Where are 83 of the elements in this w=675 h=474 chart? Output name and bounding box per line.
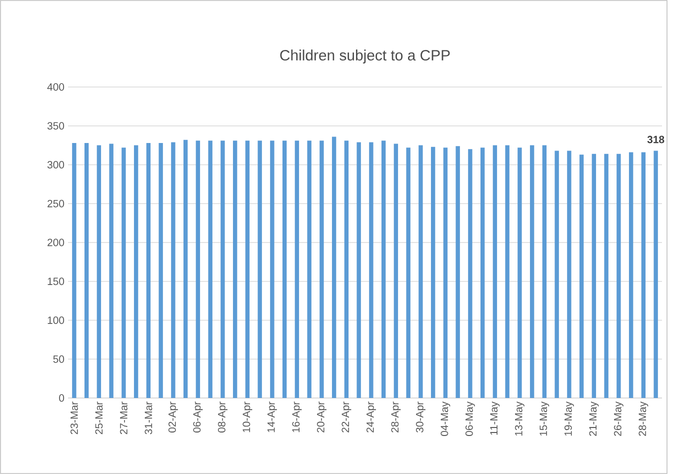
y-tick-label: 300: [47, 161, 64, 168]
x-tick-label: 14-Apr: [268, 402, 277, 432]
y-tick-label: 400: [47, 83, 64, 91]
y-tick-label: 150: [48, 278, 64, 286]
bar: [84, 142, 89, 398]
x-tick-label: 11-May: [490, 402, 500, 435]
bar: [72, 142, 76, 398]
bar: [443, 148, 448, 398]
bar: [480, 148, 485, 398]
y-tick-label: 250: [48, 200, 64, 208]
bar: [134, 145, 138, 398]
x-tick-label: 25-Mar: [95, 402, 103, 434]
y-tick-label: 100: [48, 316, 64, 324]
x-tick-label: 06-Apr: [193, 402, 203, 432]
y-tick-label: 0: [59, 394, 64, 402]
bar: [456, 146, 460, 398]
x-tick-label: 30-Apr: [416, 402, 426, 433]
bar: [146, 142, 151, 398]
bar: [381, 140, 386, 398]
bar: [567, 150, 572, 398]
bar: [430, 146, 436, 398]
x-tick-label: 04-May: [440, 402, 450, 436]
bar: [579, 154, 584, 398]
bar: [320, 140, 324, 398]
bar: [208, 140, 212, 398]
x-tick-label: 27-Mar: [120, 402, 128, 434]
y-tick-label: 50: [53, 355, 64, 363]
x-tick-label: 08-Apr: [218, 402, 228, 432]
bar: [628, 152, 634, 398]
x-tick-label: 24-Apr: [366, 402, 376, 432]
bar: [492, 145, 498, 398]
bar: [406, 148, 410, 398]
bar: [616, 154, 621, 398]
x-tick-label: 20-Apr: [316, 402, 326, 432]
data-label: 318: [647, 136, 664, 144]
bar: [554, 150, 559, 398]
bar: [183, 140, 188, 398]
bar: [604, 154, 608, 398]
x-tick-label: 06-May: [465, 402, 475, 436]
x-tick-label: 28-May: [638, 402, 648, 436]
x-tick-label: 02-Apr: [168, 402, 178, 432]
bar: [270, 140, 274, 398]
x-tick-label: 22-Apr: [342, 402, 352, 432]
x-tick-label: 28-Apr: [391, 402, 401, 432]
bar: [232, 140, 238, 398]
bar: [356, 142, 361, 398]
x-tick-label: 23-Mar: [70, 402, 78, 434]
bar: [258, 140, 262, 398]
bar: [394, 144, 398, 398]
x-tick-label: 21-May: [589, 402, 599, 436]
bar: [294, 140, 300, 398]
bar: [122, 148, 126, 398]
bar: [220, 140, 225, 398]
x-tick-label: 13-May: [514, 402, 524, 436]
bar: [109, 144, 114, 398]
bar: [505, 145, 510, 398]
bar: [542, 145, 547, 398]
y-tick-label: 200: [48, 238, 64, 246]
x-tick-label: 15-May: [540, 402, 550, 436]
bar: [307, 140, 312, 398]
x-tick-label: 26-May: [614, 402, 624, 436]
bar: [332, 136, 336, 398]
bar: [369, 142, 374, 398]
bar: [158, 142, 163, 398]
x-tick-label: 31-Mar: [144, 402, 152, 434]
y-tick-label: 350: [47, 122, 64, 130]
x-tick-label: 10-Apr: [242, 402, 252, 432]
bar: [282, 140, 287, 398]
bar: [245, 140, 250, 398]
bar: [530, 145, 534, 398]
bar: [96, 145, 102, 398]
bar: [641, 152, 646, 398]
bar: [418, 145, 423, 398]
bar: [171, 142, 176, 398]
bar: [344, 140, 349, 398]
bar: [592, 154, 596, 398]
bar: [518, 148, 522, 398]
bar: [468, 149, 472, 398]
x-tick-label: 16-Apr: [292, 402, 302, 432]
bar: [654, 150, 658, 398]
x-tick-label: 19-May: [564, 402, 574, 436]
chart-title: Children subject to a CPP: [280, 50, 450, 64]
bar: [196, 140, 200, 398]
